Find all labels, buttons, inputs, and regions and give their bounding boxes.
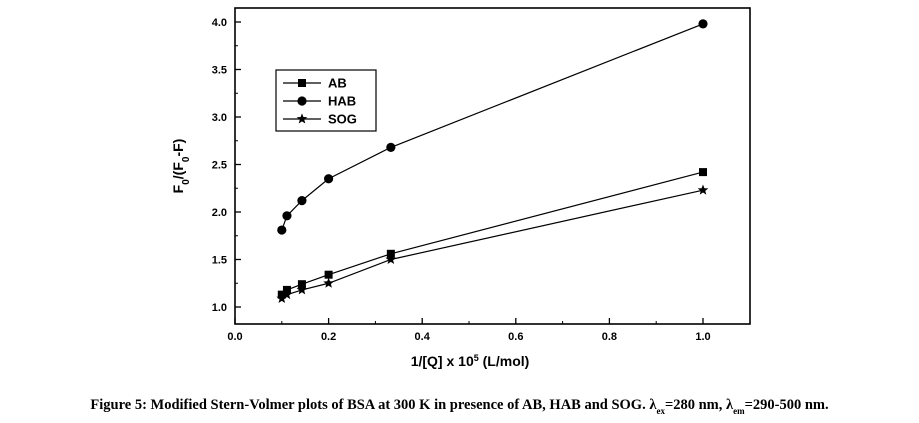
data-point-hab <box>698 19 708 29</box>
data-point-sog <box>296 284 308 295</box>
series-ab <box>277 168 707 299</box>
data-point-sog <box>323 277 334 288</box>
y-tick-label: 2.0 <box>212 207 227 219</box>
data-point-hab <box>282 211 292 221</box>
x-tick-label: 0.4 <box>415 331 431 343</box>
legend: AB HAB SOG <box>275 69 377 132</box>
y-tick-label: 4.0 <box>212 17 227 29</box>
legend-item-hab: HAB <box>283 94 356 109</box>
x-tick-label: 0.8 <box>602 331 617 343</box>
data-point-sog <box>281 289 293 300</box>
data-point-ab <box>699 168 707 177</box>
plot-frame <box>234 7 751 325</box>
series-line-ab <box>281 171 704 296</box>
x-axis-title: 1/[Q] x 105 (L/mol) <box>411 353 530 369</box>
x-tick-label: 0.6 <box>508 331 523 343</box>
legend-marker-sog <box>296 113 308 124</box>
y-tick-label: 2.5 <box>212 160 227 172</box>
x-axis-ticks: 0.0 0.2 0.4 0.6 0.8 1.0 <box>227 318 711 343</box>
legend-item-ab: AB <box>283 76 347 91</box>
series-layer <box>276 19 709 303</box>
data-point-sog <box>385 253 397 265</box>
data-point-ab <box>297 280 306 289</box>
chart-area: 0.0 0.2 0.4 0.6 0.8 1.0 1.0 1.5 2.0 2.5 3.0 3.5 4.0… <box>170 7 751 369</box>
x-tick-label: 0.2 <box>321 331 336 343</box>
data-point-ab <box>324 270 333 279</box>
y-axis-title: F0/(F0-F) <box>170 139 192 194</box>
y-axis-ticks: 1.0 1.5 2.0 2.5 3.0 3.5 4.0 <box>212 17 241 314</box>
data-point-hab <box>386 142 396 152</box>
legend-label-sog: SOG <box>328 112 357 127</box>
y-tick-label: 3.5 <box>212 65 227 77</box>
data-point-hab <box>324 174 334 184</box>
y-tick-label: 3.0 <box>212 112 227 124</box>
data-point-sog <box>697 184 709 195</box>
legend-label-ab: AB <box>328 76 347 91</box>
y-tick-label: 1.5 <box>212 255 227 267</box>
y-tick-label: 1.0 <box>212 302 227 314</box>
data-point-ab <box>386 249 395 258</box>
data-point-hab <box>277 225 287 235</box>
x-tick-label: 0.0 <box>227 331 242 343</box>
legend-label-hab: HAB <box>328 94 356 109</box>
figure-caption: Figure 5: Modified Stern-Volmer plots of… <box>90 397 828 416</box>
x-tick-label: 1.0 <box>695 331 710 343</box>
data-point-sog <box>276 292 288 303</box>
legend-item-sog: SOG <box>283 112 357 127</box>
series-hab <box>277 19 708 235</box>
series-line-sog <box>281 189 704 299</box>
legend-marker-hab <box>297 96 307 106</box>
series-sog <box>276 184 709 303</box>
data-point-hab <box>297 196 307 206</box>
legend-marker-ab <box>298 79 306 87</box>
